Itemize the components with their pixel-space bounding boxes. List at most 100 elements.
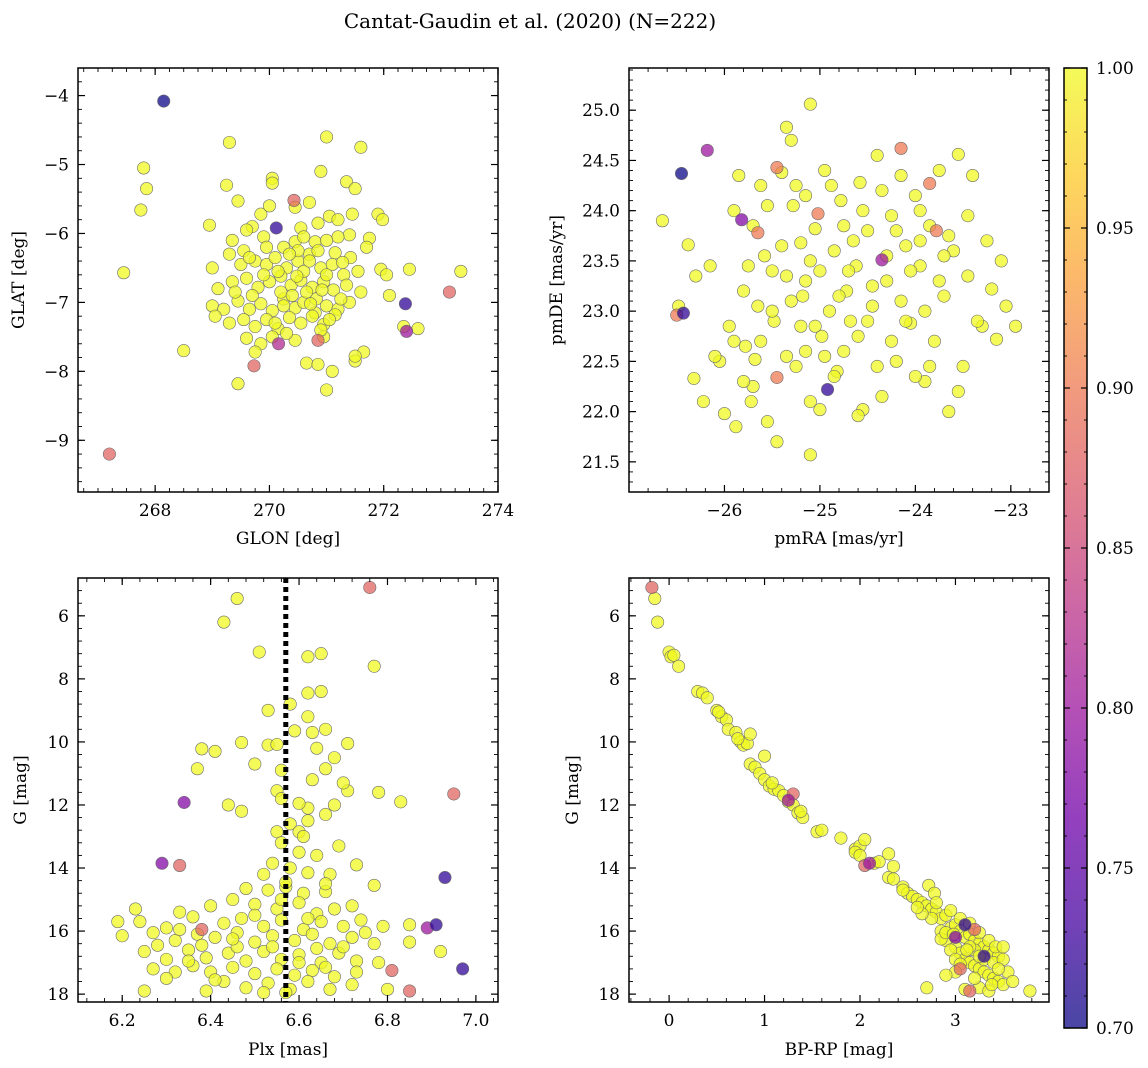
data-point bbox=[235, 804, 249, 818]
x-tick-label: −24 bbox=[897, 501, 933, 521]
data-point bbox=[722, 319, 736, 333]
data-point bbox=[314, 915, 328, 929]
data-point bbox=[727, 334, 741, 348]
data-point bbox=[305, 963, 319, 977]
y-tick-label: 14 bbox=[47, 859, 69, 879]
data-point bbox=[314, 647, 328, 661]
y-tick-label: 10 bbox=[47, 733, 69, 753]
data-point bbox=[963, 984, 977, 998]
data-point bbox=[870, 359, 884, 373]
y-tick-label: −9 bbox=[44, 431, 69, 451]
x-tick-label: −23 bbox=[993, 501, 1029, 521]
data-point bbox=[735, 213, 749, 227]
data-point bbox=[270, 737, 284, 751]
data-point bbox=[884, 209, 898, 223]
data-point bbox=[168, 934, 182, 948]
data-point bbox=[851, 329, 865, 343]
data-point bbox=[863, 856, 877, 870]
data-point bbox=[429, 918, 443, 932]
y-tick-label: 8 bbox=[58, 670, 69, 690]
data-point bbox=[222, 247, 236, 261]
data-point bbox=[225, 233, 239, 247]
data-point bbox=[137, 984, 151, 998]
ticks-pmra-pmde: −26 −25 −24 −23 21.5 22.0 22.5 23.0 23.5 24.0 24.5… bbox=[582, 68, 1050, 521]
x-tick-label: 274 bbox=[482, 501, 514, 521]
data-point bbox=[741, 259, 755, 273]
data-point bbox=[235, 736, 249, 750]
data-point bbox=[937, 289, 951, 303]
data-point bbox=[376, 213, 390, 227]
data-point bbox=[301, 911, 315, 925]
data-point bbox=[350, 965, 364, 979]
data-point bbox=[314, 684, 328, 698]
data-point bbox=[896, 883, 910, 897]
data-point bbox=[301, 814, 315, 828]
data-point bbox=[913, 204, 927, 218]
ticks-glon-glat: 268 270 272 274 −9 −8 −7 −6 −5 −4 bbox=[44, 67, 514, 521]
data-point bbox=[743, 727, 757, 741]
data-point bbox=[899, 314, 913, 328]
data-point bbox=[700, 143, 714, 157]
data-point bbox=[956, 359, 970, 373]
data-point bbox=[354, 285, 368, 299]
colorbar-tick-label: 0.90 bbox=[1096, 379, 1134, 399]
data-point bbox=[889, 354, 903, 368]
data-point bbox=[794, 236, 808, 250]
x-tick-label: 7.0 bbox=[462, 1011, 489, 1031]
data-point bbox=[929, 224, 943, 238]
data-point bbox=[729, 420, 743, 434]
x-axis-label: pmRA [mas/yr] bbox=[774, 529, 903, 549]
data-point bbox=[257, 268, 271, 282]
data-point bbox=[220, 178, 234, 192]
data-point bbox=[245, 289, 259, 303]
data-point bbox=[932, 163, 946, 177]
data-point bbox=[282, 311, 296, 325]
data-point bbox=[260, 240, 274, 254]
data-point bbox=[786, 199, 800, 213]
data-point bbox=[999, 299, 1013, 313]
data-point bbox=[372, 785, 386, 799]
axes-glon-glat: 268 270 272 274 −9 −8 −7 −6 −5 −4 GLON [deg] GLAT… bbox=[9, 67, 514, 549]
data-point bbox=[288, 968, 302, 982]
data-point bbox=[336, 255, 350, 269]
x-tick-label: 272 bbox=[367, 501, 399, 521]
data-point bbox=[269, 221, 283, 235]
points-glon-glat bbox=[102, 94, 468, 461]
data-point bbox=[266, 929, 280, 943]
data-point bbox=[240, 271, 254, 285]
data-point bbox=[270, 962, 284, 976]
data-point bbox=[277, 299, 291, 313]
y-tick-label: −6 bbox=[44, 224, 69, 244]
data-point bbox=[311, 357, 325, 371]
data-point bbox=[434, 945, 448, 959]
data-point bbox=[748, 352, 762, 366]
data-point bbox=[815, 329, 829, 343]
data-point bbox=[960, 943, 974, 957]
data-point bbox=[367, 937, 381, 951]
y-tick-label: 18 bbox=[47, 985, 69, 1005]
data-point bbox=[320, 130, 334, 144]
data-point bbox=[834, 194, 848, 208]
data-point bbox=[217, 916, 231, 930]
data-point bbox=[674, 167, 688, 181]
data-point bbox=[880, 274, 894, 288]
data-point bbox=[402, 262, 416, 276]
data-point bbox=[818, 349, 832, 363]
data-point bbox=[336, 776, 350, 790]
y-axis-label: G [mag] bbox=[563, 755, 583, 824]
data-point bbox=[808, 222, 822, 236]
data-point bbox=[226, 960, 240, 974]
data-point bbox=[319, 722, 333, 736]
data-point bbox=[991, 962, 1005, 976]
colorbar-tick-label: 0.70 bbox=[1096, 1019, 1134, 1039]
data-point bbox=[247, 359, 261, 373]
data-point bbox=[717, 407, 731, 421]
data-point bbox=[977, 949, 991, 963]
data-point bbox=[989, 332, 1003, 346]
data-point bbox=[851, 409, 865, 423]
data-point bbox=[758, 749, 772, 763]
data-point bbox=[331, 213, 345, 227]
x-tick-label: 1 bbox=[759, 1011, 770, 1031]
colorbar-tick-label: 0.80 bbox=[1096, 699, 1134, 719]
data-point bbox=[300, 285, 314, 299]
